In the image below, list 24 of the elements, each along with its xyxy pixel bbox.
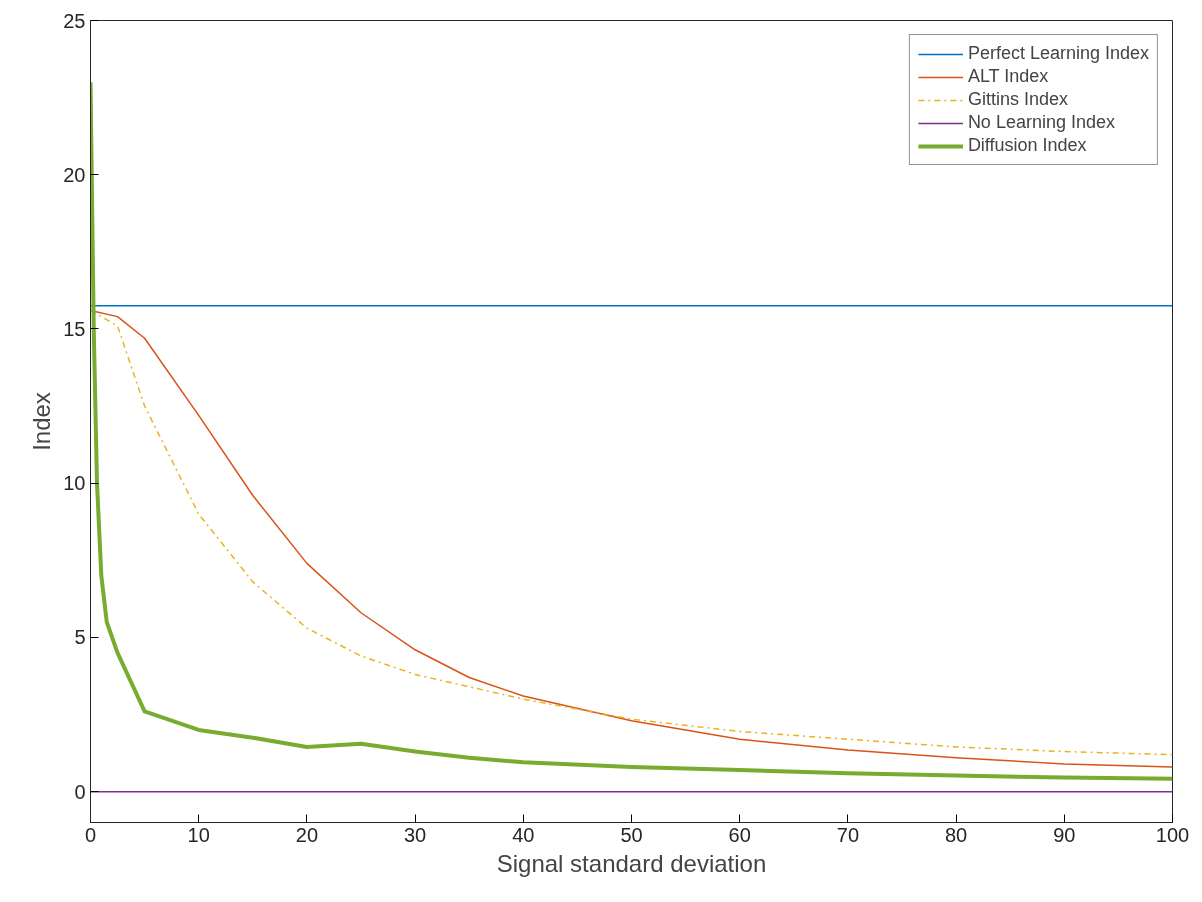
legend-label: Diffusion Index [967, 135, 1087, 156]
x-tick-label: 70 [836, 823, 860, 846]
line-series [90, 80, 1173, 781]
x-tick-label: 30 [403, 823, 427, 846]
y-tick-label: 5 [74, 626, 86, 649]
x-tick-label: 50 [620, 823, 643, 846]
x-tick-label: 40 [512, 823, 535, 846]
legend-label: Perfect Learning Index [967, 43, 1149, 64]
legend-label: Gittins Index [967, 89, 1068, 110]
y-tick-label: 15 [63, 317, 86, 340]
x-tick-label: 90 [1053, 823, 1076, 846]
x-tick-label: 20 [295, 823, 319, 846]
x-tick-label: 60 [728, 823, 751, 846]
x-tick-label: 10 [187, 823, 210, 846]
y-tick-label: 20 [63, 163, 86, 186]
legend-label: ALT Index [967, 66, 1049, 87]
legend-label: No Learning Index [967, 112, 1115, 133]
y-tick-label: 10 [63, 472, 86, 495]
x-tick-label: 100 [1155, 823, 1190, 846]
x-tick-label: 80 [944, 823, 968, 846]
y-tick-label: 0 [74, 780, 86, 803]
y-axis-title: Index [28, 392, 56, 451]
x-axis-title: Signal standard deviation [496, 849, 767, 877]
y-tick-label: 25 [63, 9, 86, 32]
